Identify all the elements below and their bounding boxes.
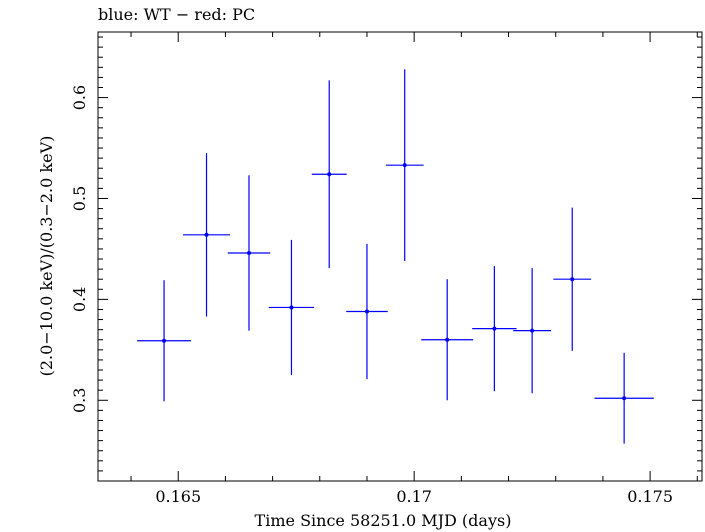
data-marker (364, 309, 369, 314)
y-tick-label: 0.3 (70, 388, 89, 413)
axis-ticks: 0.165 0.17 0.175 0.3 0.4 0.5 0.6 (70, 32, 702, 506)
data-point (594, 352, 654, 444)
y-tick-label: 0.4 (70, 287, 89, 312)
data-point (553, 207, 592, 351)
plot-frame (97, 31, 703, 482)
data-point (513, 268, 551, 394)
data-point (227, 175, 271, 331)
data-point (346, 243, 388, 380)
data-marker (162, 338, 167, 343)
data-marker (530, 328, 535, 333)
data-point (385, 69, 424, 262)
data-point (472, 266, 517, 392)
data-marker (445, 337, 450, 342)
y-tick-label: 0.5 (70, 186, 89, 211)
data-marker (492, 326, 497, 331)
x-axis-label: Time Since 58251.0 MJD (days) (255, 511, 512, 530)
data-point (311, 80, 347, 269)
x-tick-label: 0.165 (155, 487, 201, 506)
data-marker (247, 250, 251, 255)
data-point (421, 279, 474, 401)
data-point (182, 153, 231, 317)
data-marker (402, 163, 407, 168)
x-tick-label: 0.175 (627, 487, 673, 506)
x-tick-label: 0.17 (396, 487, 432, 506)
data-marker (622, 396, 627, 401)
data-marker (570, 277, 575, 282)
data-point (268, 239, 315, 376)
data-marker (204, 232, 209, 237)
y-axis-label: (2.0−10.0 keV)/(0.3−2.0 keV) (37, 136, 56, 377)
chart-title: blue: WT − red: PC (98, 5, 256, 24)
data-marks (137, 69, 654, 444)
data-marker (289, 305, 294, 310)
y-tick-label: 0.6 (70, 85, 89, 110)
data-marker (327, 172, 332, 177)
data-point (137, 280, 191, 402)
